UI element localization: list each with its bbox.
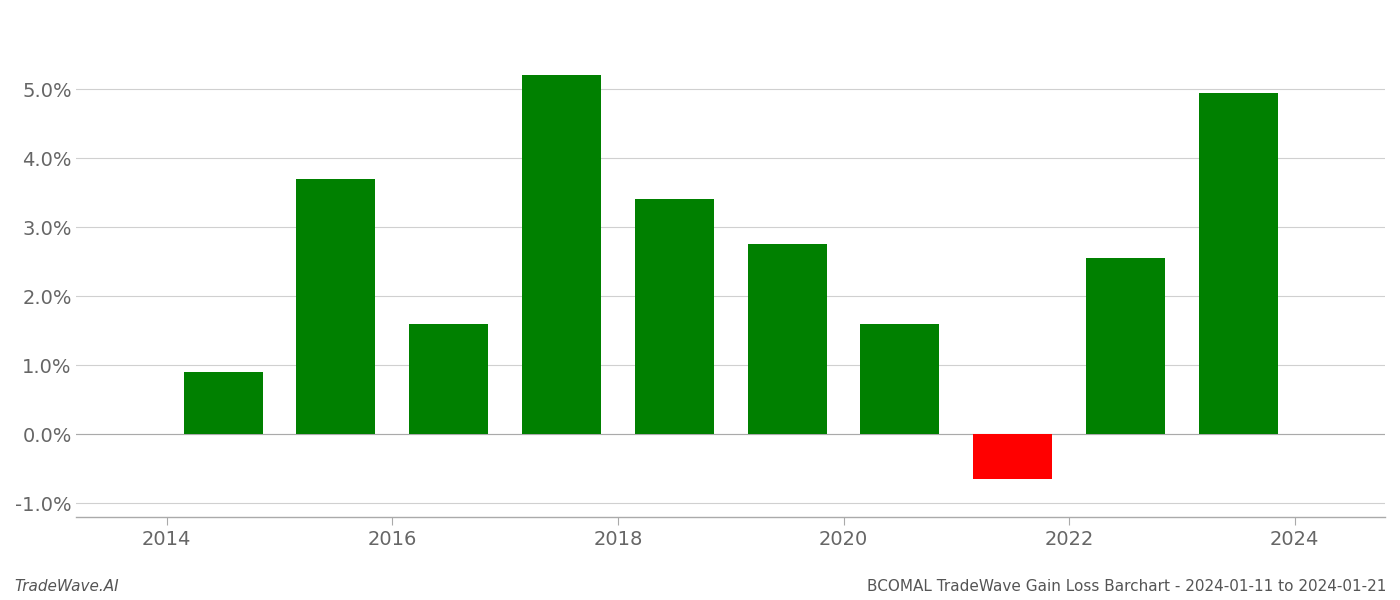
Bar [297, 179, 375, 434]
Text: TradeWave.AI: TradeWave.AI [14, 579, 119, 594]
Bar [748, 244, 826, 434]
Bar [973, 434, 1053, 479]
Bar [634, 199, 714, 434]
Bar [861, 323, 939, 434]
Bar [1086, 258, 1165, 434]
Bar [409, 323, 489, 434]
Text: BCOMAL TradeWave Gain Loss Barchart - 2024-01-11 to 2024-01-21: BCOMAL TradeWave Gain Loss Barchart - 20… [867, 579, 1386, 594]
Bar [1198, 92, 1278, 434]
Bar [183, 372, 263, 434]
Bar [522, 75, 601, 434]
